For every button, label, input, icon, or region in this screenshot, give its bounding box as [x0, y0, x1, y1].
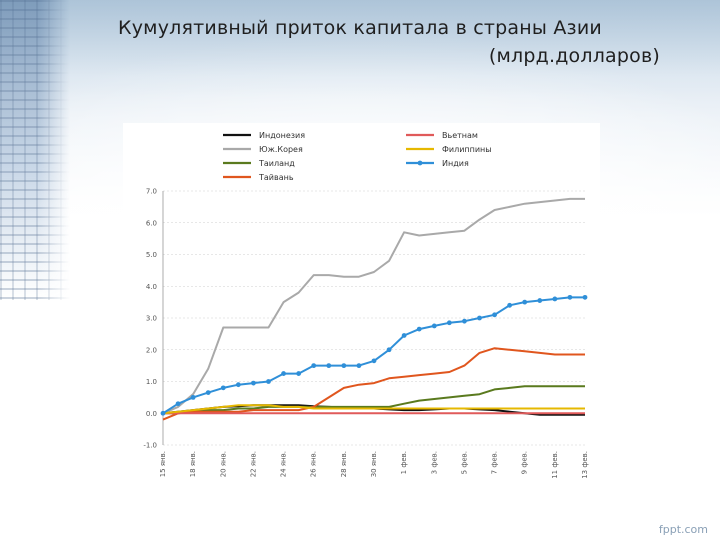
series-1 — [162, 197, 585, 415]
data-point — [462, 318, 467, 324]
y-axis: 7.0 6.0 5.0 4.0 3.0 2.0 1.0 0.0 -1.0 — [143, 188, 164, 450]
x-tick-label: 9 фев. — [521, 451, 529, 474]
data-point — [507, 302, 513, 308]
series-5 — [162, 404, 585, 415]
legend-label: Индонезия — [259, 131, 305, 140]
data-point — [326, 363, 332, 369]
data-point — [492, 312, 497, 318]
x-tick-label: 11 фев. — [551, 451, 559, 479]
legend-label: Вьетнам — [442, 131, 478, 140]
y-tick-label: -1.0 — [143, 442, 157, 450]
data-point — [281, 371, 286, 376]
x-tick-label: 20 янв. — [219, 451, 227, 477]
x-tick-label: 1 фев. — [400, 451, 408, 474]
legend-label: Таиланд — [258, 159, 295, 168]
data-point — [401, 333, 407, 338]
legend-item: Филиппины — [406, 145, 492, 154]
legend-item: Индонезия — [223, 131, 305, 140]
legend-item: Таиланд — [223, 159, 295, 168]
legend-label: Филиппины — [442, 145, 492, 154]
y-tick-label: 2.0 — [146, 346, 157, 354]
y-tick-label: 7.0 — [146, 188, 157, 196]
data-point — [235, 382, 241, 388]
series-6 — [160, 294, 588, 416]
building-decoration — [0, 0, 70, 300]
data-point — [386, 347, 392, 353]
chart-legend: Индонезия Юж.Корея Таиланд Тайвань Вьетнам Фи… — [223, 131, 492, 182]
x-tick-label: 13 фев. — [581, 451, 589, 479]
data-point — [371, 358, 377, 364]
data-point — [190, 394, 196, 400]
legend-label: Юж.Корея — [259, 145, 303, 154]
x-tick-label: 28 янв. — [340, 451, 348, 477]
y-tick-label: 3.0 — [146, 315, 157, 323]
series-3 — [162, 347, 585, 421]
x-tick-label: 30 янв. — [370, 451, 378, 477]
legend-item: Юж.Корея — [223, 145, 303, 154]
slide-title: Кумулятивный приток капитала в страны Аз… — [60, 14, 660, 70]
x-axis: 15 янв. 18 янв. 20 янв. 22 янв. 24 янв. 26 ян… — [159, 451, 589, 479]
data-point — [311, 363, 317, 369]
x-tick-label: 26 янв. — [310, 451, 318, 477]
x-tick-label: 15 янв. — [159, 451, 167, 477]
series-2 — [163, 385, 585, 415]
series-line — [162, 296, 585, 415]
footer-brand: fppt.com — [658, 523, 708, 536]
data-point — [537, 298, 543, 303]
line-chart: Индонезия Юж.Корея Таиланд Тайвань Вьетнам Фи… — [143, 131, 589, 479]
y-tick-label: 5.0 — [146, 251, 157, 259]
legend-item: Индия — [406, 159, 469, 168]
x-tick-label: 22 янв. — [249, 451, 257, 477]
data-point — [160, 410, 166, 416]
data-point — [477, 315, 482, 321]
legend-item: Тайвань — [223, 173, 294, 182]
header-band — [0, 0, 720, 96]
data-point — [356, 363, 362, 369]
data-point — [266, 379, 271, 384]
series-line — [163, 385, 585, 415]
y-tick-label: 0.0 — [146, 410, 157, 418]
series-line — [162, 404, 585, 415]
data-point — [446, 320, 452, 326]
data-point — [175, 401, 181, 407]
y-tick-label: 1.0 — [146, 378, 157, 386]
x-tick-label: 24 янв. — [280, 451, 288, 477]
data-point — [431, 323, 437, 329]
title-line-1: Кумулятивный приток капитала в страны Аз… — [118, 17, 602, 39]
series-line — [162, 347, 585, 421]
y-tick-label: 6.0 — [146, 219, 157, 227]
data-point — [552, 296, 558, 302]
data-point — [205, 390, 211, 396]
data-point — [416, 326, 422, 332]
legend-label: Тайвань — [258, 173, 294, 182]
y-tick-label: 4.0 — [146, 283, 157, 291]
data-point — [567, 294, 573, 300]
chart-series — [160, 197, 588, 421]
data-point — [341, 363, 347, 369]
chart-panel: Индонезия Юж.Корея Таиланд Тайвань Вьетнам Фи… — [123, 123, 600, 503]
x-tick-label: 3 фев. — [430, 451, 438, 474]
data-point — [251, 380, 256, 386]
legend-label: Индия — [442, 159, 469, 168]
x-tick-label: 5 фев. — [460, 451, 468, 474]
data-point — [296, 371, 302, 376]
data-point — [522, 299, 528, 305]
x-tick-label: 18 янв. — [189, 451, 197, 477]
title-line-2: (млрд.долларов) — [488, 45, 660, 67]
data-point — [582, 294, 588, 300]
data-point — [220, 385, 226, 391]
x-tick-label: 7 фев. — [491, 451, 499, 474]
series-line — [162, 197, 585, 415]
legend-marker — [417, 160, 423, 166]
legend-item: Вьетнам — [406, 131, 478, 140]
